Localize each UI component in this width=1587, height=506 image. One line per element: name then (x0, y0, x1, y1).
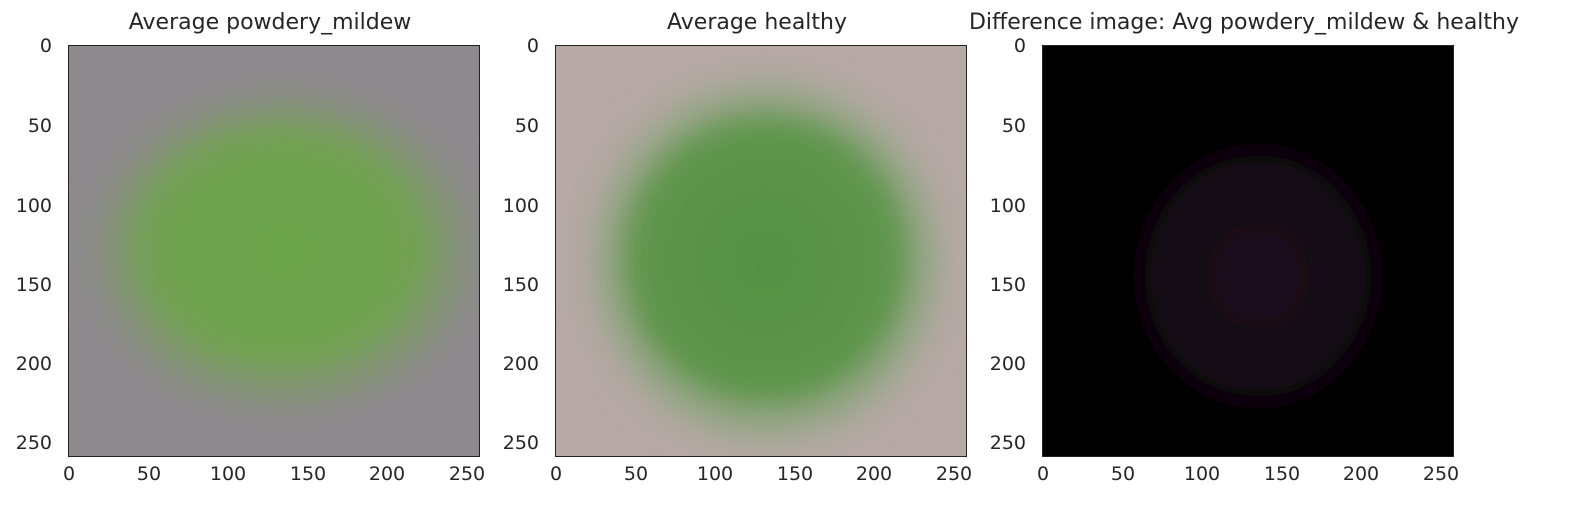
panel-title: Difference image: Avg powdery_mildew & h… (968, 10, 1519, 35)
panel-difference: Difference image: Avg powdery_mildew & h… (969, 0, 1519, 506)
x-tick: 50 (623, 463, 649, 485)
x-tick: 0 (1036, 463, 1050, 485)
y-tick: 50 (514, 115, 539, 137)
y-tick: 100 (989, 195, 1026, 217)
y-tick: 250 (15, 432, 52, 454)
x-tick: 250 (1422, 463, 1460, 485)
panel-title: Average healthy (667, 10, 847, 35)
y-tick: 100 (15, 195, 52, 217)
x-tick: 200 (855, 463, 893, 485)
average-powdery-mildew-image (68, 45, 480, 457)
y-tick: 200 (502, 353, 539, 375)
x-tick: 100 (696, 463, 734, 485)
difference-image (1042, 45, 1454, 457)
average-healthy-image (555, 45, 967, 457)
y-tick: 0 (1013, 35, 1026, 57)
y-tick: 50 (27, 115, 52, 137)
y-tick: 200 (989, 353, 1026, 375)
x-tick: 250 (935, 463, 973, 485)
panel-healthy: Average healthy 0 50 100 150 200 250 0 (503, 0, 1031, 506)
y-tick: 50 (1001, 115, 1026, 137)
x-tick: 100 (209, 463, 247, 485)
x-tick: 150 (776, 463, 814, 485)
x-tick: 150 (1263, 463, 1301, 485)
x-tick: 150 (289, 463, 327, 485)
x-tick: 0 (62, 463, 76, 485)
y-tick: 150 (502, 274, 539, 296)
panel-title: Average powdery_mildew (128, 10, 412, 35)
x-tick: 50 (136, 463, 162, 485)
y-tick: 150 (989, 274, 1026, 296)
y-tick: 200 (15, 353, 52, 375)
y-tick: 250 (989, 432, 1026, 454)
x-tick: 200 (1342, 463, 1380, 485)
y-tick: 100 (502, 195, 539, 217)
y-tick: 0 (39, 35, 52, 57)
x-tick: 0 (549, 463, 563, 485)
x-tick: 100 (1183, 463, 1221, 485)
y-tick: 250 (502, 432, 539, 454)
panel-powdery-mildew: Average powdery_mildew 0 50 100 150 200 … (16, 0, 544, 506)
x-tick: 250 (448, 463, 486, 485)
y-tick: 150 (15, 274, 52, 296)
x-tick: 50 (1110, 463, 1136, 485)
x-tick: 200 (368, 463, 406, 485)
y-tick: 0 (526, 35, 539, 57)
